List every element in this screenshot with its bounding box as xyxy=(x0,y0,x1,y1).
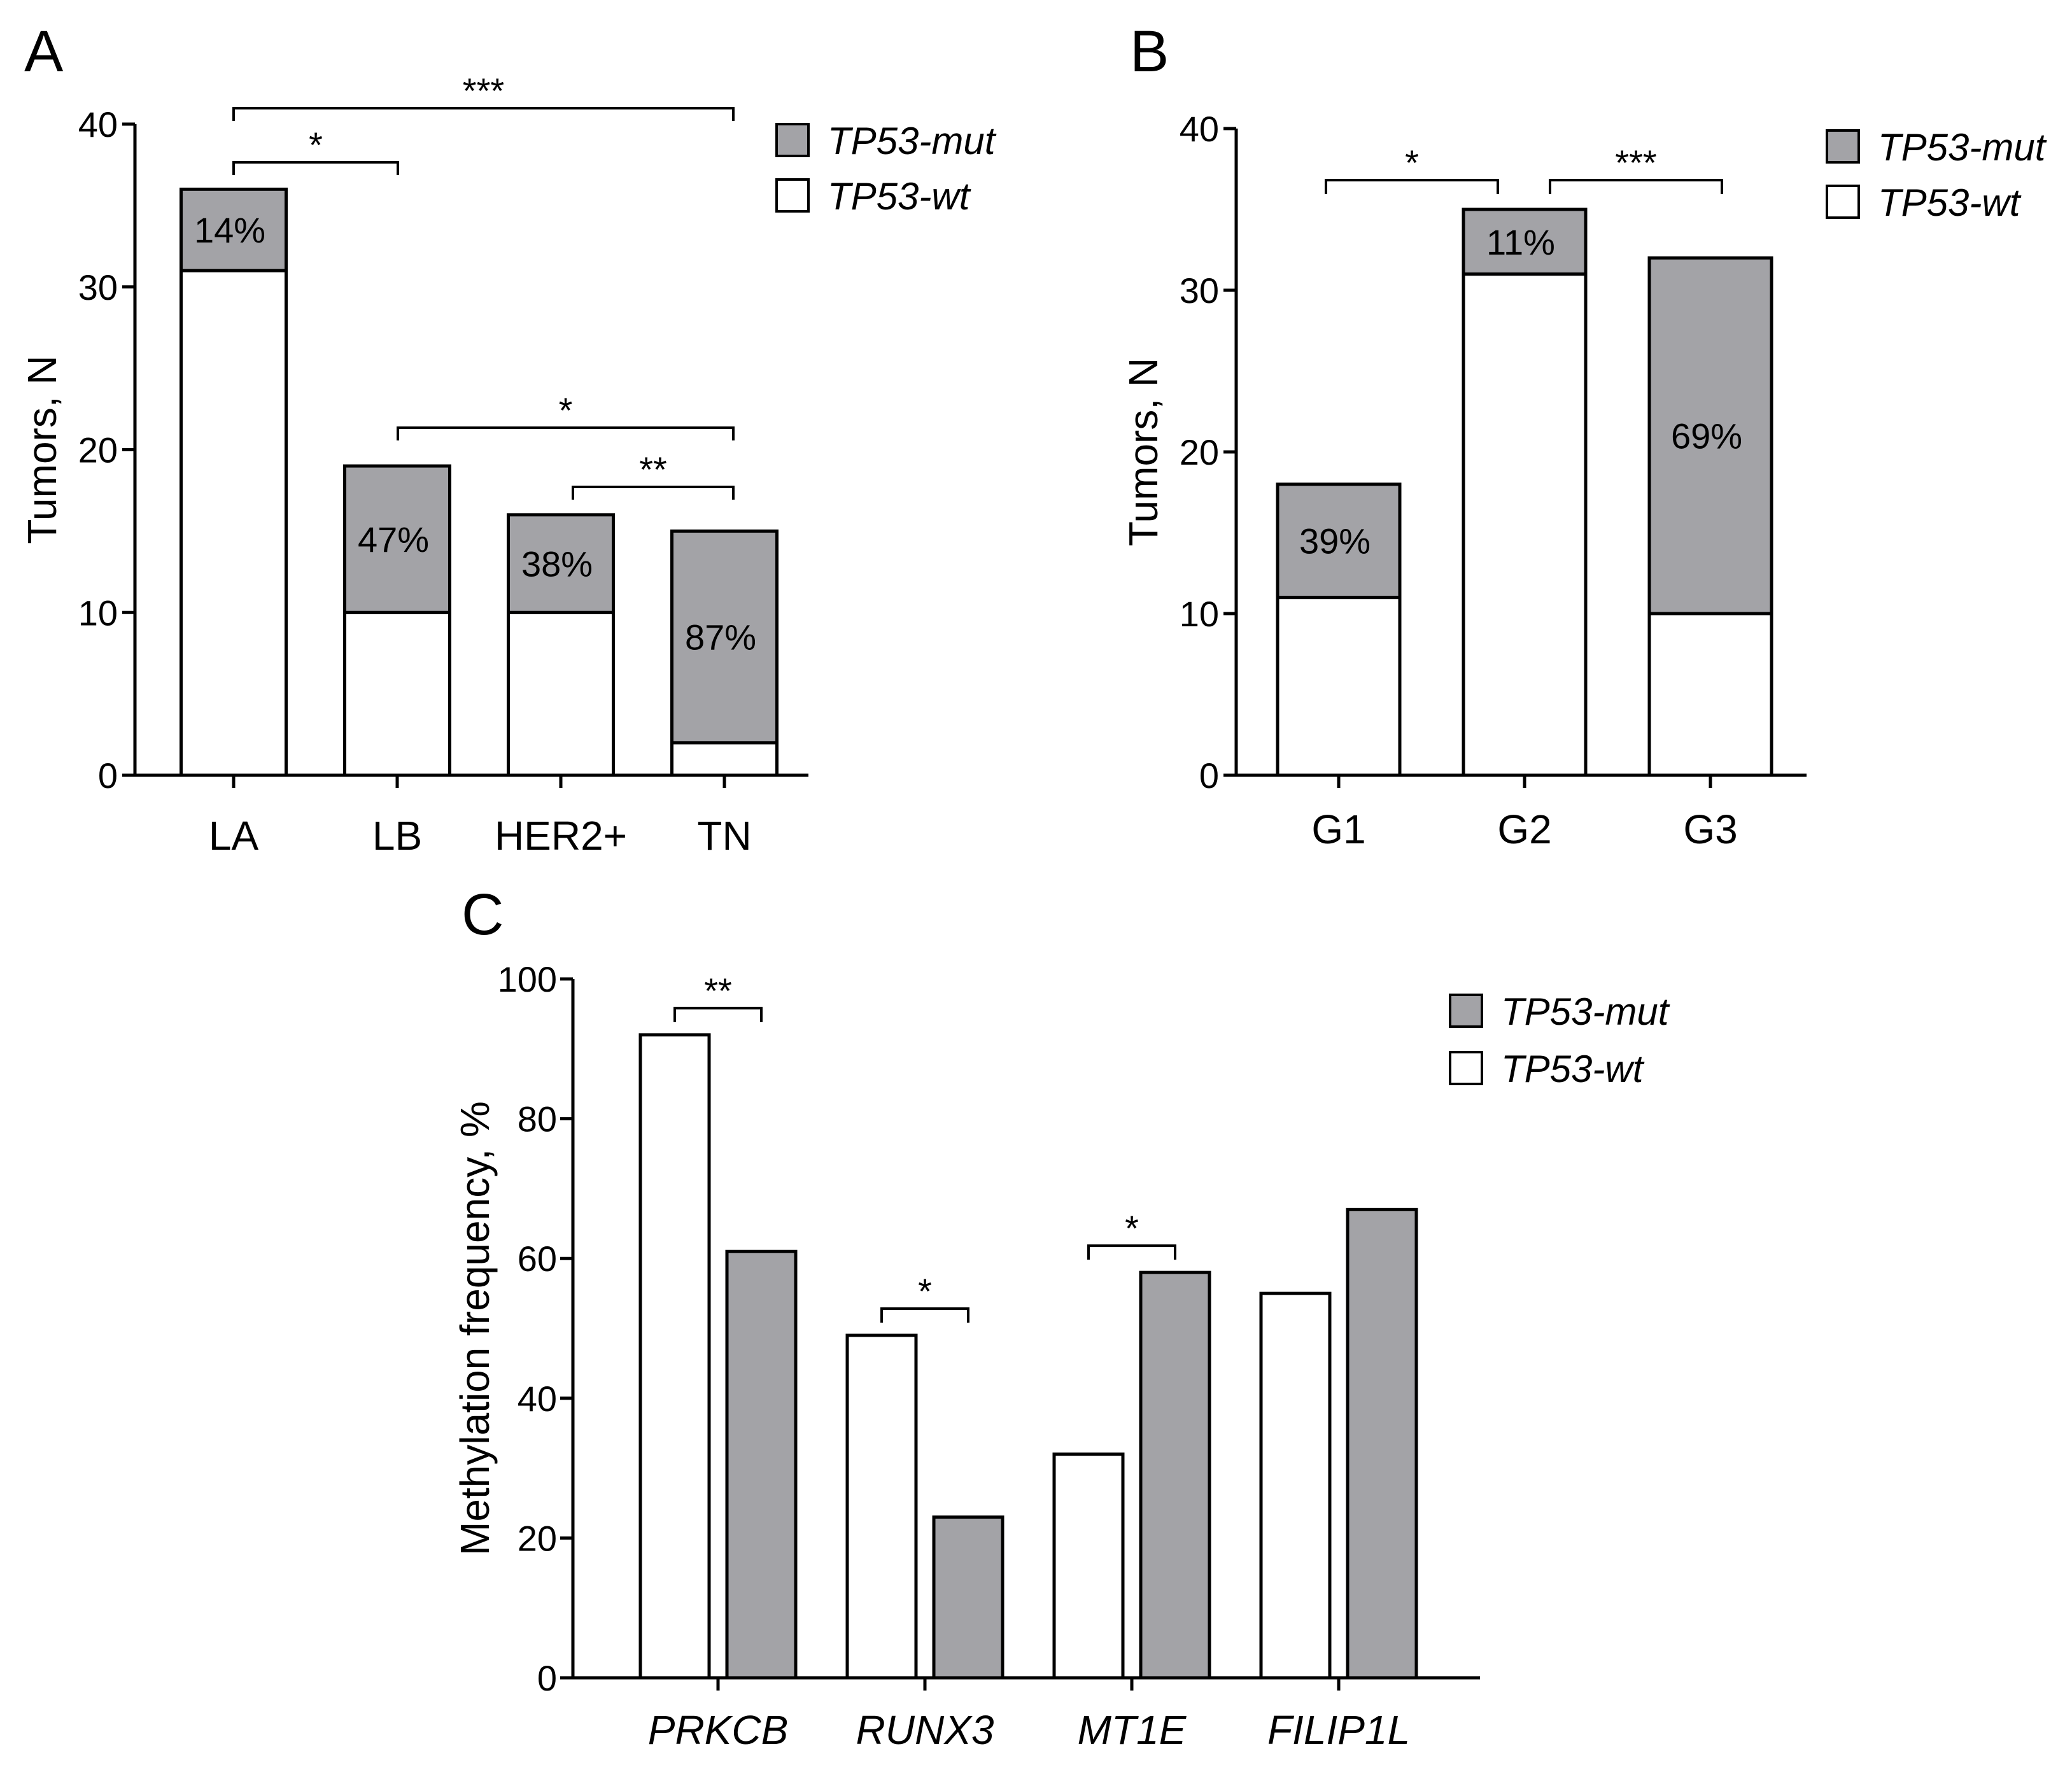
x-category-label: G2 xyxy=(1497,806,1551,852)
legend-label-mut: TP53-mut xyxy=(828,120,997,162)
x-category-label: TN xyxy=(697,813,751,859)
legend-label-mut: TP53-mut xyxy=(1501,990,1670,1033)
x-category-label: FILIP1L xyxy=(1267,1707,1410,1753)
legend-label-wt: TP53-wt xyxy=(1501,1048,1645,1090)
bar-segment-mut xyxy=(1276,482,1402,600)
x-category-label: RUNX3 xyxy=(856,1707,994,1753)
percent-label: 39% xyxy=(1299,521,1371,561)
x-category-label: LB xyxy=(372,813,422,859)
legend-swatch-wt xyxy=(775,178,810,213)
legend-swatch-mut xyxy=(1826,129,1860,164)
legend-label-wt: TP53-wt xyxy=(1878,181,2022,224)
bar-segment-wt xyxy=(670,741,779,777)
significance-bracket xyxy=(1325,179,1499,194)
y-tick-label: 100 xyxy=(498,959,557,999)
y-tick-label: 30 xyxy=(78,267,118,307)
bar-mut xyxy=(932,1515,1004,1680)
significance-label: * xyxy=(1125,1208,1139,1248)
percent-label: 87% xyxy=(685,617,756,657)
significance-label: * xyxy=(1405,143,1419,183)
y-tick-label: 40 xyxy=(78,104,118,144)
chart-panel-a: 0 10 20 30 40 Tumors, N LA 14% LB 47% HER2+ 38% TN 87… xyxy=(19,71,997,859)
bar-segment-wt xyxy=(1276,596,1402,777)
x-category-label: LA xyxy=(209,813,259,859)
bar-segment-mut xyxy=(507,513,615,614)
y-tick-label: 20 xyxy=(1180,432,1219,472)
significance-bracket xyxy=(232,161,399,175)
y-tick-label: 0 xyxy=(1199,756,1219,796)
significance-label: *** xyxy=(1615,143,1656,183)
percent-label: 11% xyxy=(1486,222,1555,262)
bar-mut xyxy=(725,1249,798,1680)
significance-label: ** xyxy=(704,971,732,1011)
percent-label: 38% xyxy=(521,544,593,584)
legend-swatch-mut xyxy=(775,123,810,157)
percent-label: 69% xyxy=(1671,416,1742,456)
significance-bracket xyxy=(673,1006,763,1022)
significance-bracket xyxy=(397,426,735,440)
bar-segment-wt xyxy=(1647,612,1773,777)
y-tick-label: 60 xyxy=(518,1239,557,1279)
legend-swatch-mut xyxy=(1449,994,1483,1028)
legend-swatch-wt xyxy=(1826,185,1860,219)
legend-swatch-wt xyxy=(1449,1051,1483,1085)
x-category-label: MT1E xyxy=(1078,1707,1187,1753)
significance-bracket xyxy=(1549,179,1723,194)
bar-wt xyxy=(1052,1452,1125,1680)
bar-segment-mut xyxy=(343,464,451,614)
significance-label: * xyxy=(309,125,323,165)
panel-label-a: A xyxy=(24,19,64,84)
significance-label: * xyxy=(559,390,573,430)
y-axis-title: Tumors, N xyxy=(1120,358,1166,546)
y-tick-label: 30 xyxy=(1180,271,1219,311)
y-tick-label: 80 xyxy=(518,1099,557,1139)
bar-segment-wt xyxy=(180,269,288,777)
significance-bracket xyxy=(880,1307,969,1323)
bar-segment-wt xyxy=(343,610,451,777)
x-category-label: HER2+ xyxy=(495,813,627,859)
y-axis-title: Methylation frequency, % xyxy=(452,1101,498,1556)
bar-segment-mut xyxy=(1647,256,1773,615)
y-tick-label: 20 xyxy=(78,430,118,470)
y-tick-label: 10 xyxy=(78,593,118,633)
x-category-label: G1 xyxy=(1311,806,1365,852)
chart-panel-c: 0 20 40 60 80 100 Methylation frequency, % PRKC… xyxy=(452,959,1670,1753)
bar-mut xyxy=(1139,1270,1211,1680)
bar-mut xyxy=(1346,1207,1418,1680)
significance-label: * xyxy=(918,1271,932,1311)
percent-label: 14% xyxy=(194,210,265,250)
bar-segment-mut xyxy=(1462,207,1588,276)
y-tick-label: 0 xyxy=(537,1658,557,1698)
bar-segment-wt xyxy=(1462,272,1588,777)
x-category-label: G3 xyxy=(1683,806,1737,852)
panel-label-c: C xyxy=(462,882,504,947)
significance-bracket xyxy=(1087,1244,1176,1260)
bar-segment-mut xyxy=(180,187,288,272)
legend-label-wt: TP53-wt xyxy=(828,175,971,218)
y-tick-label: 40 xyxy=(518,1379,557,1419)
significance-label: *** xyxy=(463,71,504,111)
y-tick-label: 20 xyxy=(518,1518,557,1558)
significance-bracket xyxy=(232,107,735,121)
y-tick-label: 40 xyxy=(1180,109,1219,149)
bar-segment-mut xyxy=(670,529,779,745)
x-category-label: PRKCB xyxy=(648,1707,789,1753)
bar-wt xyxy=(1259,1291,1332,1680)
y-tick-label: 10 xyxy=(1180,594,1219,634)
bar-wt xyxy=(638,1033,711,1680)
bar-segment-wt xyxy=(507,610,615,777)
y-axis-title: Tumors, N xyxy=(19,355,65,544)
percent-label: 47% xyxy=(358,519,429,559)
legend-label-mut: TP53-mut xyxy=(1878,126,2047,169)
significance-label: ** xyxy=(639,449,667,489)
panel-label-b: B xyxy=(1130,19,1169,84)
y-tick-label: 0 xyxy=(98,756,118,796)
bar-wt xyxy=(845,1333,918,1680)
significance-bracket xyxy=(572,486,735,500)
